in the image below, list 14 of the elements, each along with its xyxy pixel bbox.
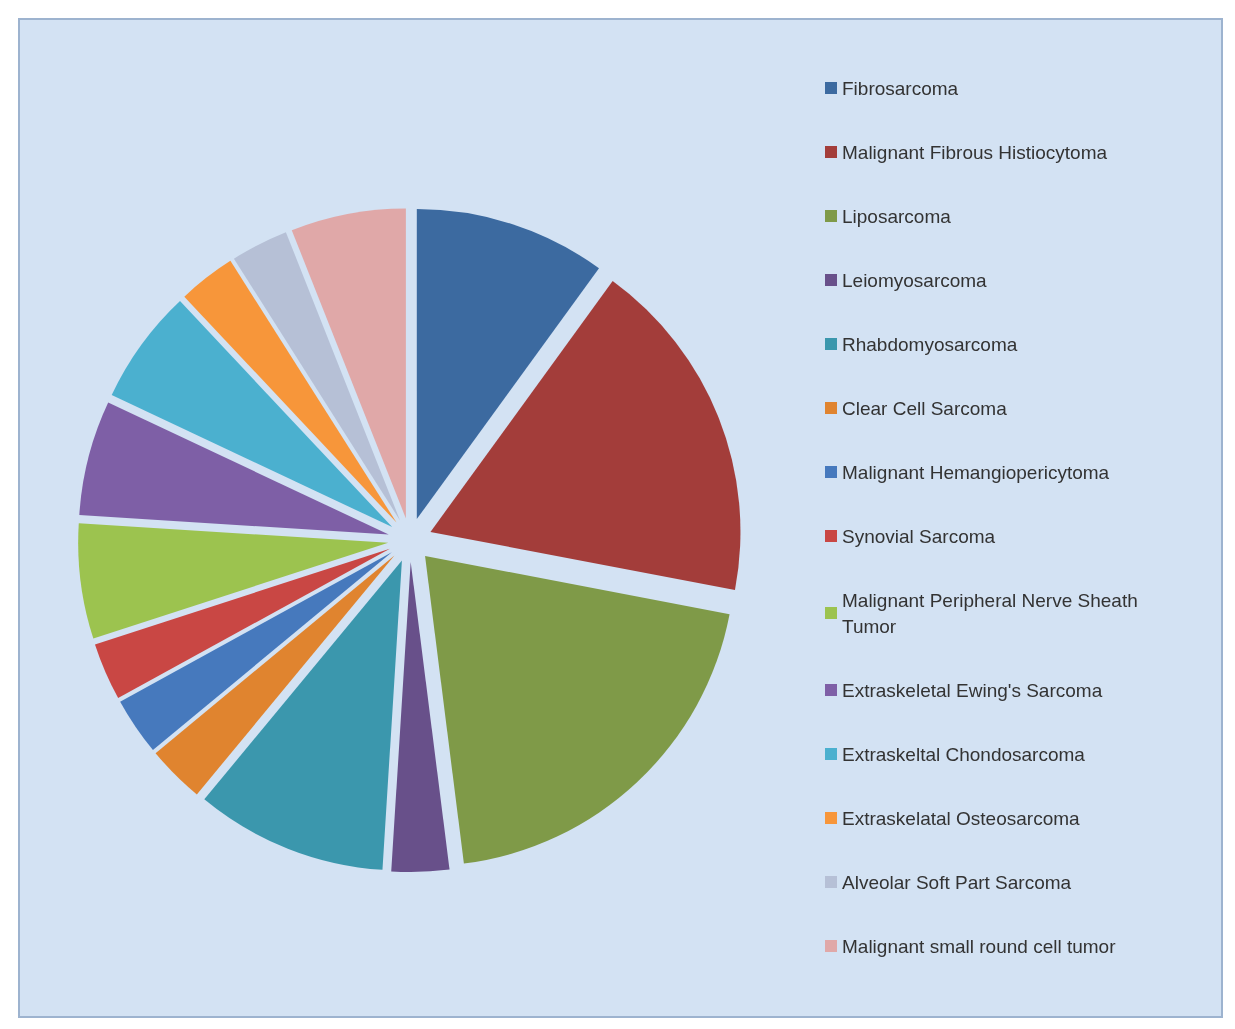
legend-label: Malignant small round cell tumor	[842, 935, 1117, 957]
legend-label: Extraskeltal Chondosarcoma	[842, 743, 1086, 765]
legend-label: Fibrosarcoma	[842, 77, 959, 99]
legend-label: Alveolar Soft Part Sarcoma	[842, 871, 1072, 893]
legend-label: Extraskelatal Osteosarcoma	[842, 807, 1081, 829]
legend-label: Malignant Fibrous Histiocytoma	[842, 141, 1108, 163]
legend-label: Malignant Peripheral Nerve Sheath Tumor	[842, 589, 1144, 637]
legend-label: Liposarcoma	[842, 205, 952, 227]
legend-label: Malignant Hemangiopericytoma	[842, 461, 1110, 483]
legend-label: Synovial Sarcoma	[842, 525, 996, 547]
legend-label: Rhabdomyosarcoma	[842, 333, 1018, 355]
legend-label: Clear Cell Sarcoma	[842, 397, 1008, 419]
legend-label: Leiomyosarcoma	[842, 269, 988, 291]
legend-label: Extraskeletal Ewing's Sarcoma	[842, 679, 1103, 701]
